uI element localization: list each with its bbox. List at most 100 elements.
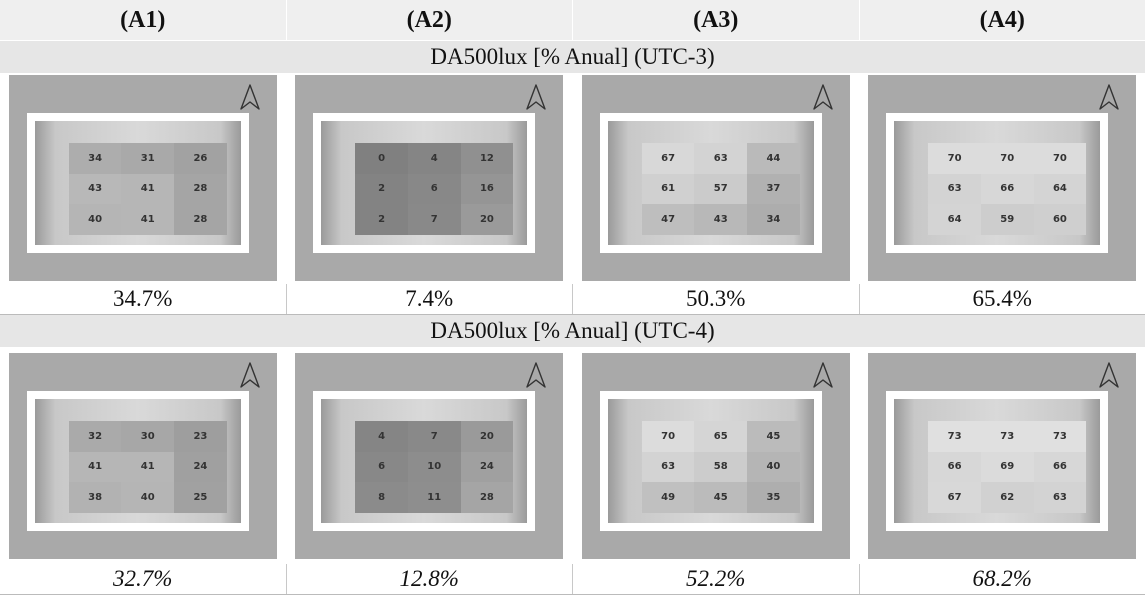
header-a2: (A2) xyxy=(287,0,574,40)
percent-a1: 32.7% xyxy=(0,564,287,594)
grid-value: 73 xyxy=(981,421,1034,452)
grid-value: 34 xyxy=(69,143,122,174)
header-row: (A1) (A2) (A3) (A4) xyxy=(0,0,1145,40)
percent-a3: 52.2% xyxy=(573,564,860,594)
grid-value: 69 xyxy=(981,452,1034,483)
percent-a4: 68.2% xyxy=(860,564,1145,594)
grid-value: 28 xyxy=(174,174,227,205)
grid-value: 63 xyxy=(1034,482,1087,513)
north-arrow-icon xyxy=(1098,83,1120,111)
grid-value: 43 xyxy=(694,204,747,235)
grid-value: 64 xyxy=(928,204,981,235)
grid-value: 63 xyxy=(928,174,981,205)
grid-value: 6 xyxy=(355,452,408,483)
grid-value: 12 xyxy=(461,143,514,174)
grid-value: 47 xyxy=(642,204,695,235)
grid-value: 44 xyxy=(747,143,800,174)
grid-value: 16 xyxy=(461,174,514,205)
grid-value: 11 xyxy=(408,482,461,513)
north-arrow-icon xyxy=(239,361,261,389)
grid-value: 26 xyxy=(174,143,227,174)
grid-value: 34 xyxy=(747,204,800,235)
grid-value: 8 xyxy=(355,482,408,513)
grid-value: 0 xyxy=(355,143,408,174)
north-arrow-icon xyxy=(525,361,547,389)
grid-value: 58 xyxy=(694,452,747,483)
grid-value: 40 xyxy=(121,482,174,513)
grid-value: 70 xyxy=(981,143,1034,174)
grid-value: 4 xyxy=(408,143,461,174)
percent-a3: 50.3% xyxy=(573,284,860,314)
north-arrow-icon xyxy=(812,361,834,389)
grid-value: 2 xyxy=(355,204,408,235)
grid-value: 66 xyxy=(981,174,1034,205)
grid-value: 30 xyxy=(121,421,174,452)
grid-value: 41 xyxy=(69,452,122,483)
grid-value: 60 xyxy=(1034,204,1087,235)
grid-value: 4 xyxy=(355,421,408,452)
grid-value: 49 xyxy=(642,482,695,513)
grid-value: 62 xyxy=(981,482,1034,513)
grid-value: 7 xyxy=(408,421,461,452)
grid-value: 35 xyxy=(747,482,800,513)
north-arrow-icon xyxy=(239,83,261,111)
grid-value: 23 xyxy=(174,421,227,452)
percent-row-utc-4: 32.7% 12.8% 52.2% 68.2% xyxy=(0,564,1145,595)
grid-value: 41 xyxy=(121,174,174,205)
grid-value: 25 xyxy=(174,482,227,513)
north-arrow-icon xyxy=(525,83,547,111)
percent-a2: 7.4% xyxy=(287,284,574,314)
percent-a2: 12.8% xyxy=(287,564,574,594)
grid-value: 73 xyxy=(928,421,981,452)
grid-value: 70 xyxy=(1034,143,1087,174)
grid-value: 64 xyxy=(1034,174,1087,205)
grid-value: 41 xyxy=(121,204,174,235)
grid-value: 40 xyxy=(747,452,800,483)
grid-value: 28 xyxy=(461,482,514,513)
grid-value: 67 xyxy=(642,143,695,174)
grid-value: 2 xyxy=(355,174,408,205)
percent-a1: 34.7% xyxy=(0,284,287,314)
grid-value: 28 xyxy=(174,204,227,235)
percent-a4: 65.4% xyxy=(860,284,1145,314)
grid-value: 59 xyxy=(981,204,1034,235)
grid-value: 24 xyxy=(461,452,514,483)
grid-value: 61 xyxy=(642,174,695,205)
header-a3: (A3) xyxy=(573,0,860,40)
grid-value: 66 xyxy=(1034,452,1087,483)
grid-value: 40 xyxy=(69,204,122,235)
grid-value: 63 xyxy=(642,452,695,483)
header-a4: (A4) xyxy=(860,0,1145,40)
